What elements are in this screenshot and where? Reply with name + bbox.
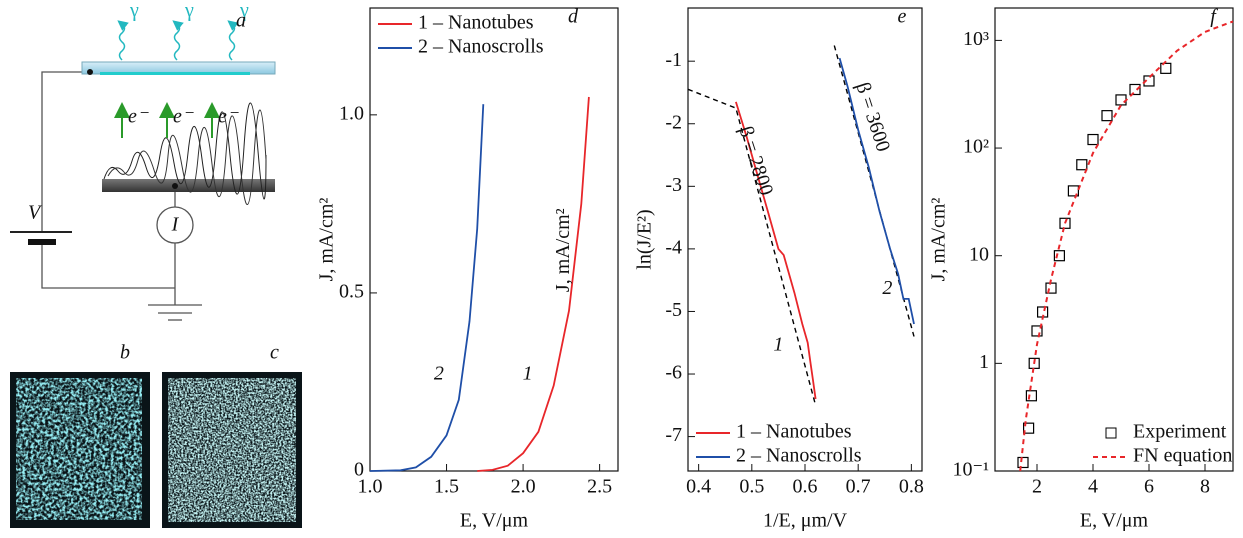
series-line xyxy=(735,101,817,400)
y-tick-label: 1.0 xyxy=(339,102,364,124)
legend-label: 2 – Nanoscrolls xyxy=(418,36,544,58)
y-axis-label: ln(J/E²) xyxy=(634,209,656,269)
wire xyxy=(41,244,175,289)
legend-label: Experiment xyxy=(1133,421,1227,443)
legend-label: FN equation xyxy=(1133,445,1232,467)
node xyxy=(172,183,178,189)
data-point xyxy=(1129,83,1141,96)
x-axis-label: E, V/μm xyxy=(460,510,529,532)
nanotubes xyxy=(107,109,267,205)
gamma-label: γ xyxy=(129,0,139,22)
data-point xyxy=(1101,110,1113,122)
data-point xyxy=(1115,94,1127,106)
gamma-label: γ xyxy=(239,0,249,22)
fit-line xyxy=(1019,20,1234,472)
y-tick-label: -2 xyxy=(665,111,682,133)
x-tick-label: 2.0 xyxy=(511,476,536,498)
gamma-label: γ xyxy=(184,0,194,22)
data-point xyxy=(1143,75,1155,87)
current-label: I xyxy=(171,214,180,236)
plot-frame xyxy=(994,7,1234,472)
y-tick-label: -6 xyxy=(665,362,682,384)
x-tick-label: 2.5 xyxy=(587,476,612,498)
voltage-label: V xyxy=(28,202,43,224)
phosphor xyxy=(100,72,250,75)
panel-label: e xyxy=(898,6,907,28)
series-line xyxy=(369,104,485,472)
y-axis-label: J, mA/cm² xyxy=(928,198,950,282)
annotation: 1 xyxy=(523,362,533,384)
x-tick-label: 0.8 xyxy=(899,476,924,498)
y-tick-label: -5 xyxy=(665,299,682,321)
y-tick-label: -4 xyxy=(665,236,682,258)
cathode xyxy=(102,179,275,192)
x-tick-label: 1.5 xyxy=(434,476,459,498)
fit-line xyxy=(687,88,817,406)
series-line xyxy=(838,57,915,325)
photon xyxy=(172,20,184,61)
legend-marker xyxy=(1105,427,1117,439)
data-point xyxy=(1053,250,1066,262)
x-tick-label: 0.5 xyxy=(739,476,764,498)
x-tick-label: 8 xyxy=(1200,476,1210,498)
x-tick-label: 1.0 xyxy=(358,476,383,498)
y-tick-label: 10 xyxy=(969,243,989,265)
x-tick-label: 0.6 xyxy=(793,476,818,498)
data-point xyxy=(1087,133,1099,146)
annotation: β = 2800 xyxy=(734,123,777,198)
x-tick-label: 0.7 xyxy=(846,476,871,498)
panel-label: f xyxy=(1210,6,1218,28)
legend-label: 2 – Nanoscrolls xyxy=(736,445,862,467)
electron-label: e⁻ xyxy=(128,106,149,128)
panel-label: a xyxy=(236,10,246,32)
data-point xyxy=(1076,159,1088,171)
annotation: 1 xyxy=(773,333,783,355)
x-tick-label: 0.4 xyxy=(686,476,711,498)
node xyxy=(87,69,93,75)
photon xyxy=(227,20,239,61)
annotation: β = 3600 xyxy=(851,80,894,155)
annotation: J, mA/cm² xyxy=(552,208,574,292)
y-tick-label: 10³ xyxy=(963,28,989,50)
wire xyxy=(41,71,90,232)
photon xyxy=(117,20,129,61)
y-tick-label: -7 xyxy=(665,424,682,446)
data-point xyxy=(1160,62,1172,74)
data-point xyxy=(1031,325,1043,337)
panel-label: c xyxy=(270,342,279,364)
x-tick-label: 4 xyxy=(1088,476,1098,498)
panel-label: b xyxy=(120,342,130,364)
data-point xyxy=(1025,390,1038,402)
x-axis-label: 1/E, μm/V xyxy=(763,510,848,532)
data-point xyxy=(1059,217,1071,229)
x-tick-label: 2 xyxy=(1032,476,1042,498)
y-tick-label: 1 xyxy=(979,351,989,373)
x-axis-label: E, V/μm xyxy=(1080,510,1149,532)
y-tick-label: 10⁻¹ xyxy=(952,459,989,481)
annotation: 2 xyxy=(882,277,892,299)
series-line xyxy=(477,96,590,472)
y-axis-label: J, mA/cm² xyxy=(316,198,338,282)
x-tick-label: 6 xyxy=(1144,476,1154,498)
y-tick-label: -1 xyxy=(665,49,682,71)
data-point xyxy=(1067,185,1080,197)
y-tick-label: 0.5 xyxy=(339,281,364,303)
legend-label: 1 – Nanotubes xyxy=(736,421,852,443)
y-tick-label: 0 xyxy=(354,459,364,481)
data-point xyxy=(1017,456,1029,469)
legend-label: 1 – Nanotubes xyxy=(418,12,534,34)
nanotubes xyxy=(103,102,267,200)
y-tick-label: 10² xyxy=(963,136,989,158)
electron-label: e⁻ xyxy=(173,106,194,128)
schematic xyxy=(10,71,202,321)
panel-label: d xyxy=(568,6,579,28)
data-point xyxy=(1022,422,1035,434)
image-c-emission xyxy=(168,378,296,522)
image-b-emission xyxy=(16,378,142,520)
annotation: 2 xyxy=(434,362,444,384)
electron-label: e⁻ xyxy=(218,106,239,128)
plot-frame xyxy=(369,7,619,472)
y-tick-label: -3 xyxy=(665,174,682,196)
